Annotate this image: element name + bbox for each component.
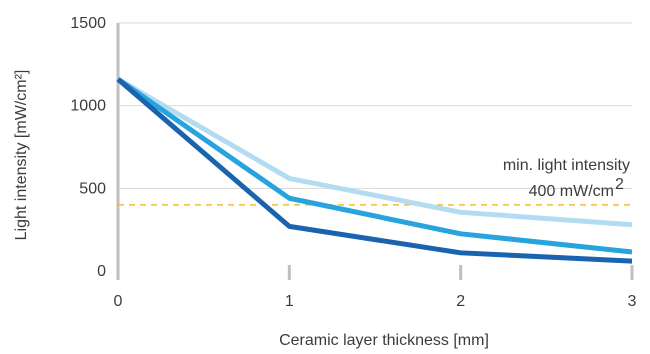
axes — [116, 23, 634, 280]
series-line-1 — [116, 77, 633, 228]
threshold-label-line1: min. light intensity — [503, 157, 630, 174]
y-tick-label-1500: 1500 — [70, 15, 106, 32]
x-tick-label-2: 2 — [456, 293, 465, 310]
series-line-2 — [116, 77, 633, 255]
x-tick-label-1: 1 — [285, 293, 294, 310]
threshold-label-value: 400 mW/cm — [529, 183, 614, 200]
labels: 0 500 1000 1500 0 1 2 3 min. light intensity 400 … — [13, 15, 637, 349]
x-tick-label-3: 3 — [628, 293, 637, 310]
series-line-3 — [116, 77, 633, 264]
x-tick-label-0: 0 — [114, 293, 123, 310]
y-tick-label-500: 500 — [79, 180, 106, 197]
grid-lines — [118, 22, 632, 189]
y-tick-label-1000: 1000 — [70, 98, 106, 115]
series-group — [116, 77, 633, 264]
threshold-label-superscript: 2 — [615, 176, 624, 193]
y-tick-label-0: 0 — [97, 263, 106, 280]
x-axis-title: Ceramic layer thickness [mm] — [279, 332, 489, 349]
y-axis-title: Light intensity [mW/cm²] — [13, 70, 30, 241]
